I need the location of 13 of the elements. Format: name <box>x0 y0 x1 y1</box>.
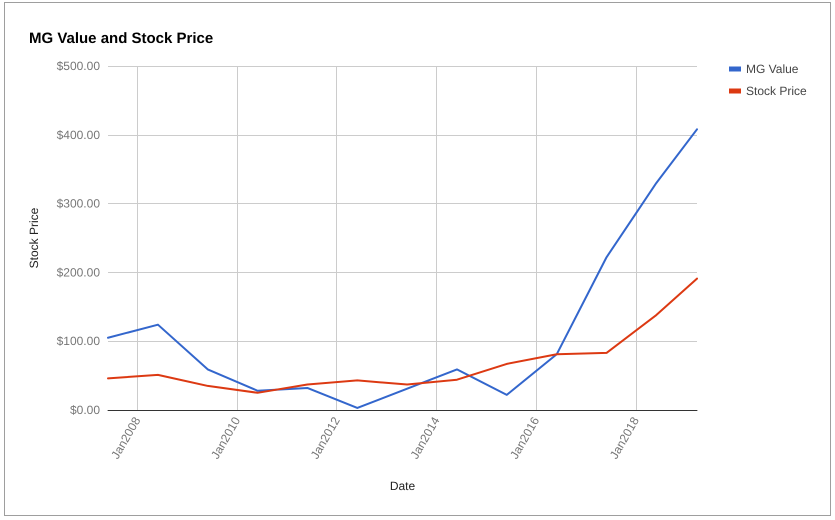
y-tick-label: $500.00 <box>56 59 100 73</box>
x-axis-title: Date <box>390 479 416 493</box>
chart-title: MG Value and Stock Price <box>29 30 214 47</box>
line-series <box>107 128 698 409</box>
legend-label: MG Value <box>746 62 799 76</box>
y-tick-label: $400.00 <box>56 128 100 142</box>
y-tick-label: $300.00 <box>56 196 100 211</box>
y-tick-label: $0.00 <box>70 403 100 417</box>
y-axis-title: Stock Price <box>27 207 41 268</box>
line-series <box>107 278 698 394</box>
y-tick-label: $100.00 <box>56 334 100 348</box>
y-tick-label: $200.00 <box>56 265 100 280</box>
legend-label: Stock Price <box>746 84 808 98</box>
